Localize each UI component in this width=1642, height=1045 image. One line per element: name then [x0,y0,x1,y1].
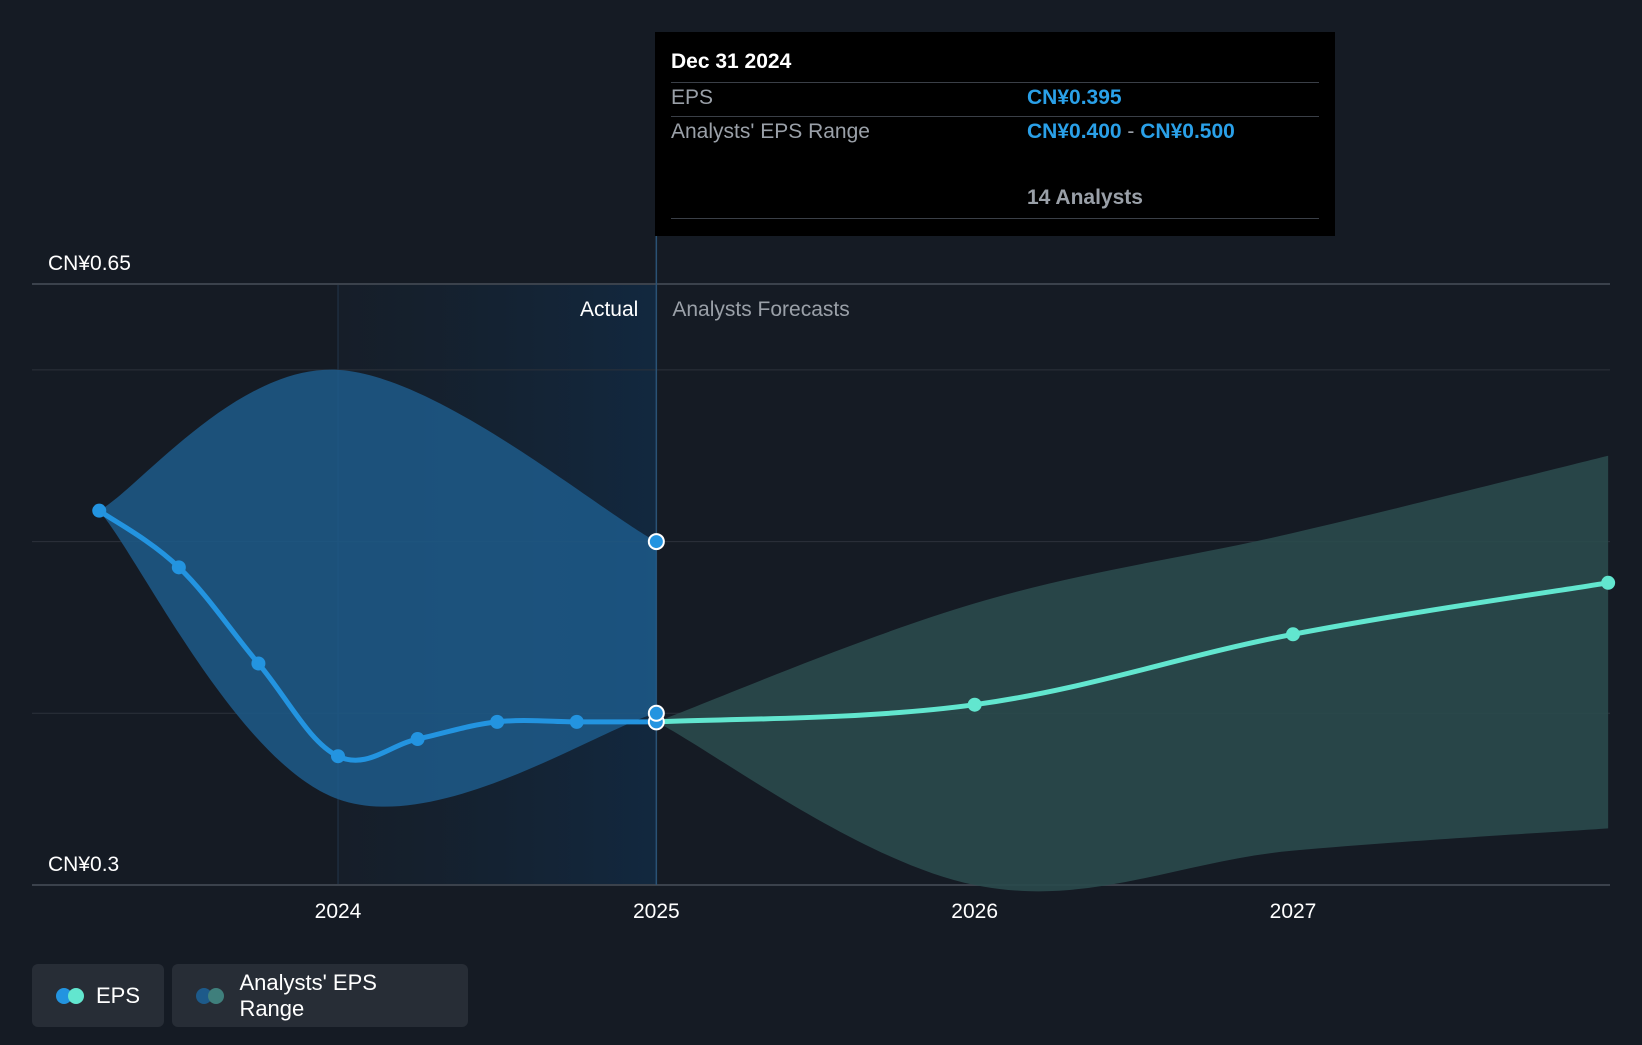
eps-point-actual [569,714,584,729]
legend-eps-label: EPS [95,982,140,1008]
highlight-point-high [647,533,665,551]
x-axis-tick-label: 2025 [633,900,680,923]
eps-range-band-actual [99,369,657,807]
tooltip-date: Dec 31 2024 [671,50,792,73]
forecast-section-label: Analysts Forecasts [672,298,849,321]
range-legend-icon [196,987,225,1004]
eps-line-forecast [653,580,1611,725]
x-axis-tick-label: 2027 [1270,900,1317,923]
tooltip-eps-value: CN¥0.395 [1027,86,1122,109]
tooltip-eps-label: EPS [671,86,714,109]
eps-point-actual [331,749,345,764]
tooltip-range-low: CN¥0.400 [1027,120,1122,143]
highlight-point-low [647,704,665,722]
eps-point-actual [410,732,425,747]
eps-point-forecast [1601,575,1616,590]
legend-range-button[interactable]: Analysts' EPS Range [172,964,468,1027]
tooltip-divider [671,218,1319,219]
x-axis-tick-label: 2024 [315,900,362,923]
hover-tooltip: Dec 31 2024 EPS CN¥0.395 Analysts' EPS R… [655,32,1335,236]
y-axis-label: CN¥0.3 [48,853,119,876]
eps-point-actual [171,560,186,575]
eps-point-forecast [1286,627,1300,642]
tooltip-range-high: CN¥0.500 [1140,120,1235,143]
tooltip-divider [671,116,1319,117]
eps-legend-icon [56,987,84,1004]
y-axis-label: CN¥0.65 [48,252,131,275]
legend-eps-button[interactable]: EPS [32,964,164,1027]
legend-range-label: Analysts' EPS Range [239,969,377,1021]
tooltip-divider [671,82,1319,83]
eps-line-actual [96,508,659,763]
tooltip-analyst-count: 14 Analysts [1027,186,1143,209]
x-axis-tick-label: 2026 [951,900,998,923]
eps-point-actual [251,656,266,671]
eps-point-forecast [967,697,982,712]
tooltip-range-value: CN¥0.400 - CN¥0.500 [1027,120,1235,144]
eps-point-actual [490,714,505,729]
actual-section-label: Actual [580,298,638,321]
eps-point-actual [92,503,107,518]
tooltip-range-separator: - [1127,120,1135,143]
tooltip-range-label: Analysts' EPS Range [671,120,870,143]
